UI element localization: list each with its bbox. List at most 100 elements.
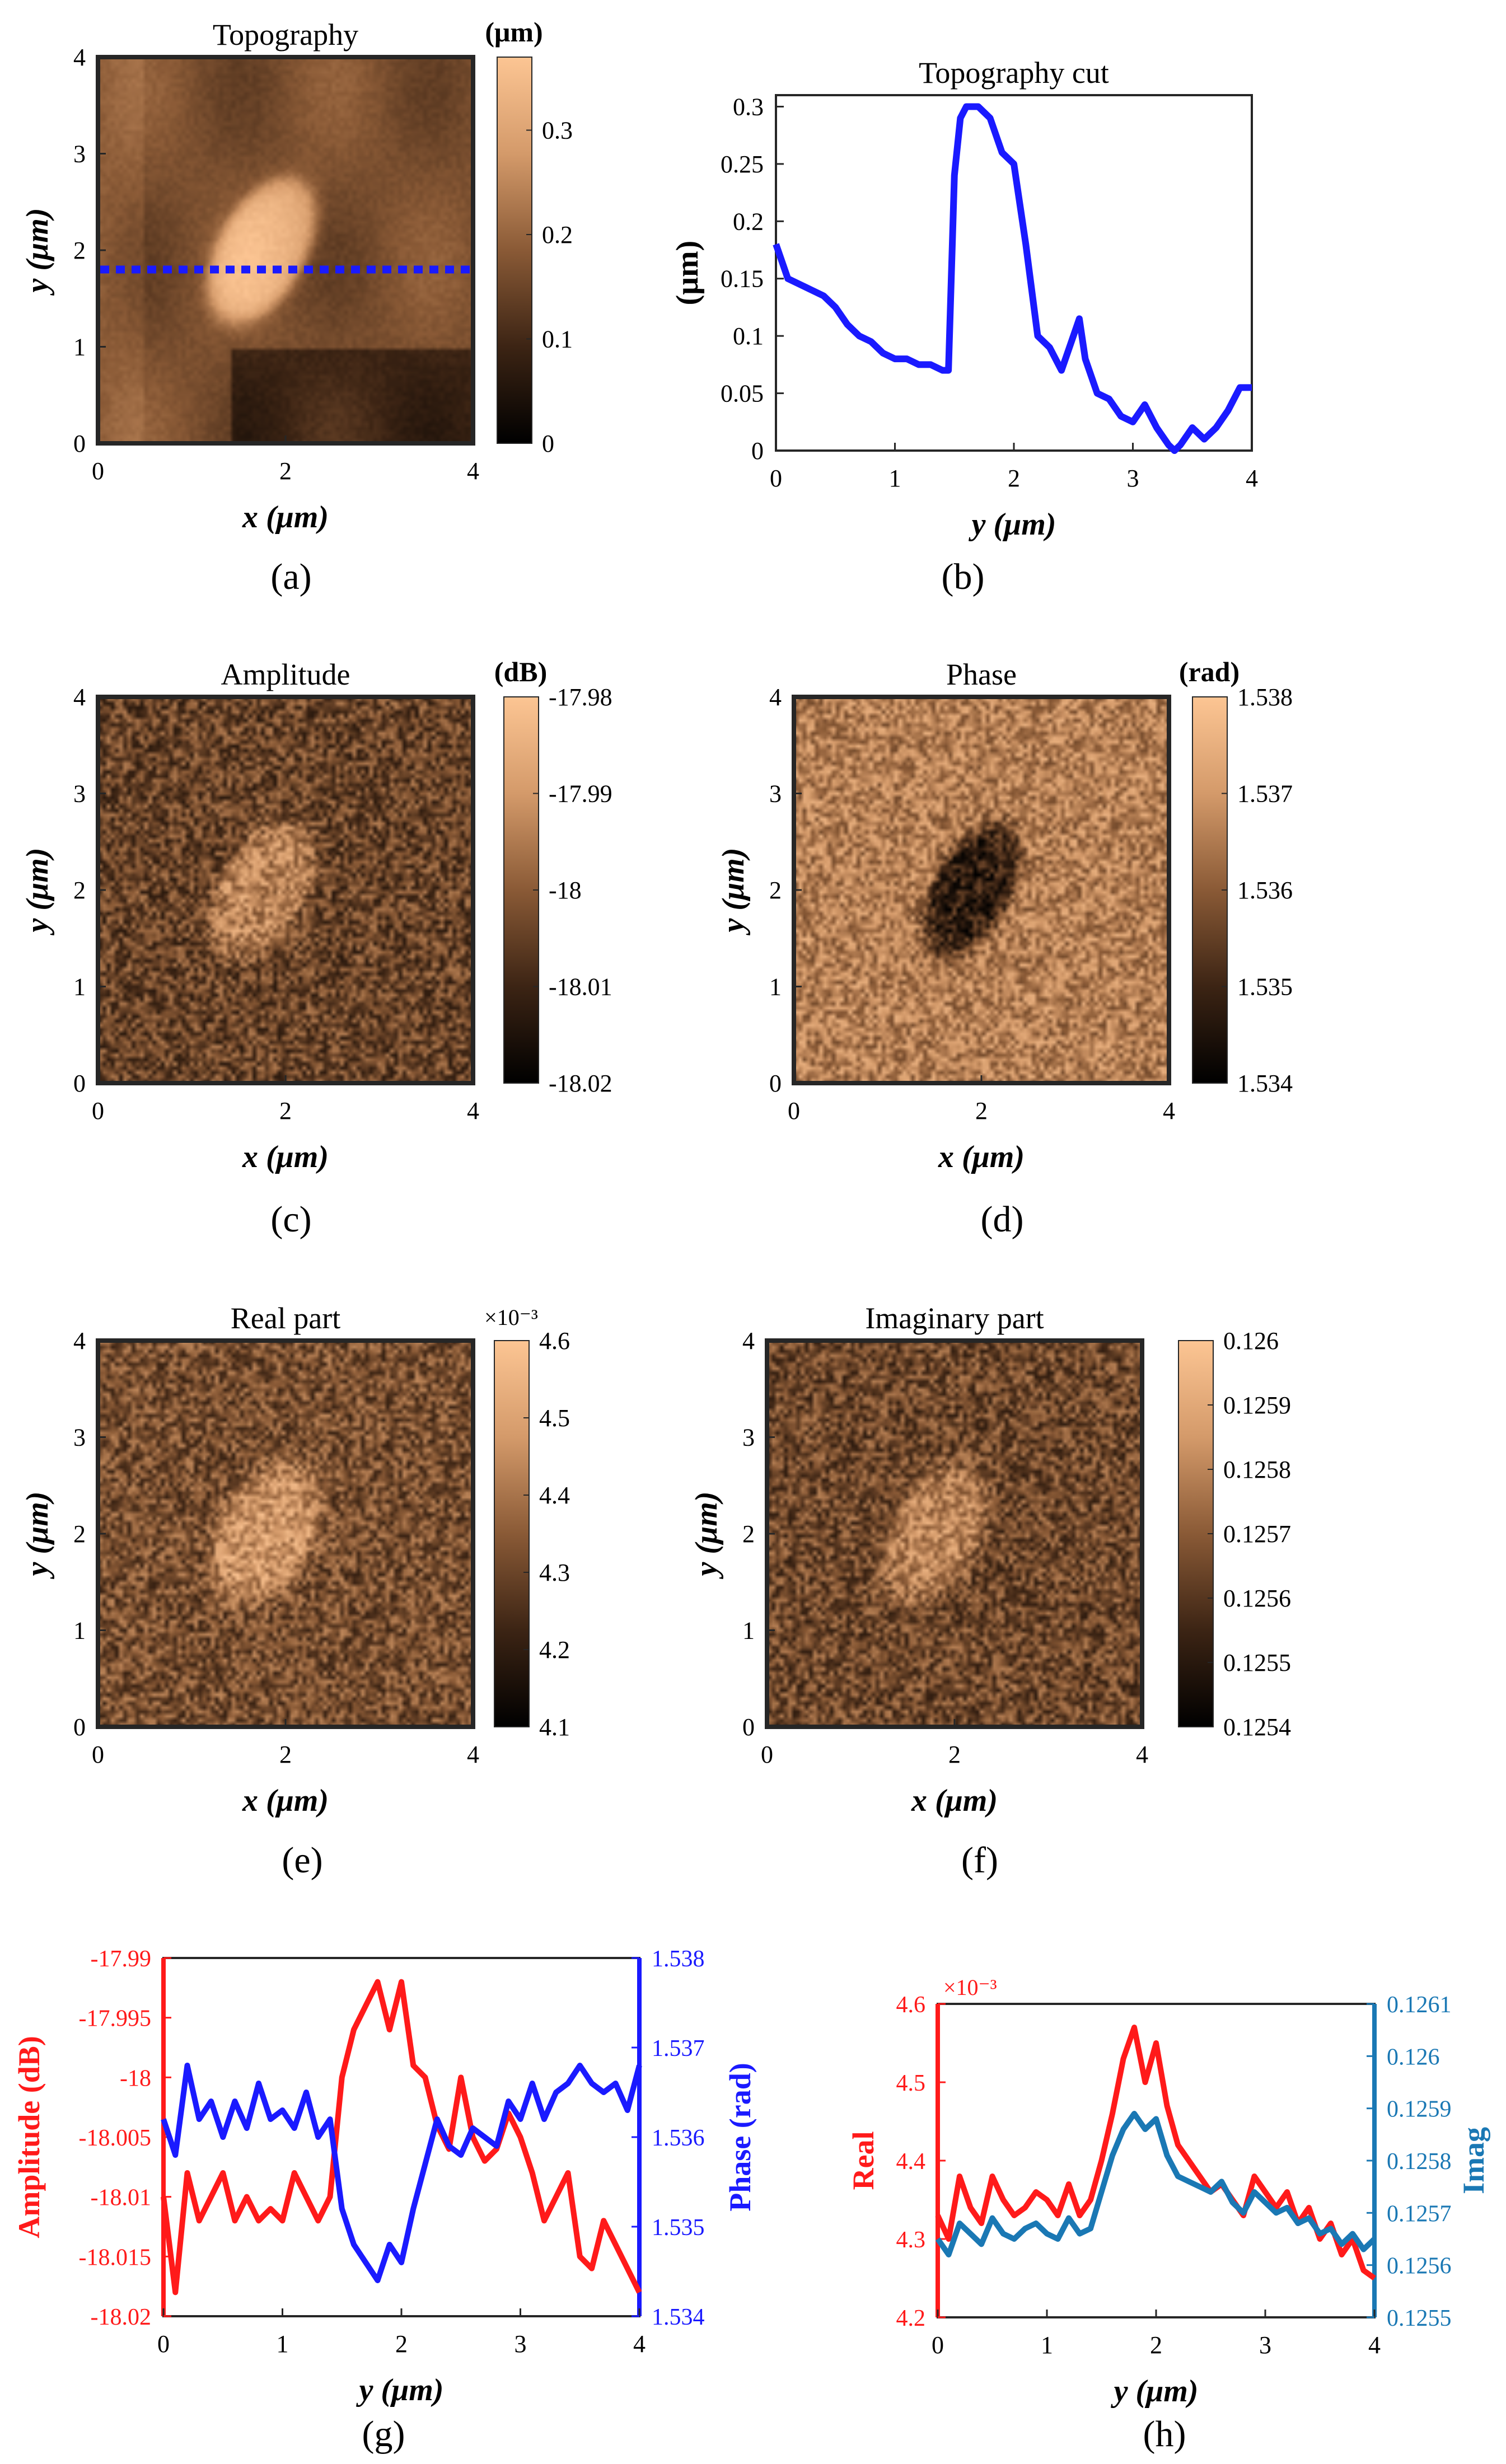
heatmap-image <box>767 1341 1142 1727</box>
colorbar-tick-label: -18 <box>549 877 582 904</box>
x-tick-label: 0 <box>788 1097 800 1125</box>
series-line <box>935 2111 1377 2257</box>
x-tick-label: 1 <box>889 465 901 492</box>
panel-h: 0 1 2 3 4 y (μm) 4.2 4.3 4.4 4.5 4.6 0.1255 0.1256 0.… <box>846 1975 1490 2409</box>
panel-letter: (a) <box>270 556 311 597</box>
y-tick-label: 0 <box>742 1713 755 1741</box>
left-axis-label: Real <box>846 2132 880 2190</box>
panel-e: Real part 0 2 4 0 1 2 3 4 x (μm) y (μm) 4.1 4.2 4.3 4.… <box>20 1301 570 1818</box>
y-tick-label: 0 <box>73 1713 86 1741</box>
x-tick-label: 2 <box>279 1097 292 1125</box>
y-tick-label: 0.15 <box>721 265 764 293</box>
right-tick-label: 1.537 <box>652 2036 705 2062</box>
y-tick-label: 2 <box>769 877 782 904</box>
y-tick-label: 1 <box>73 334 86 361</box>
y-tick-label: 0.2 <box>733 208 764 235</box>
x-tick-label: 2 <box>395 2330 408 2358</box>
right-tick-label: 0.1258 <box>1387 2149 1452 2175</box>
y-tick-label: 4 <box>73 683 86 711</box>
right-tick-label: 1.536 <box>652 2125 705 2151</box>
panel-letter: (c) <box>270 1199 311 1240</box>
left-axis-exponent: ×10⁻³ <box>943 1975 997 2000</box>
panel-a: Topography 0 2 4 0 1 2 3 4 x (μm) y (μm) 0 0.1 0.2 0.3… <box>20 16 573 535</box>
x-tick-label: 0 <box>92 457 104 485</box>
y-tick-label: 3 <box>73 780 86 808</box>
colorbar-tick-label: 0.1257 <box>1223 1520 1291 1548</box>
y-tick-label: 0.05 <box>721 380 764 407</box>
colorbar-tick-label: -18.01 <box>549 973 612 1001</box>
panel-letter: (g) <box>362 2414 405 2454</box>
x-tick-label: 4 <box>1163 1097 1175 1125</box>
y-tick-label: 4 <box>769 683 782 711</box>
heatmap-image <box>794 697 1169 1083</box>
y-tick-label: 1 <box>769 973 782 1001</box>
x-tick-label: 0 <box>92 1097 104 1125</box>
x-tick-label: 3 <box>1127 465 1139 492</box>
x-axis-label: x (μm) <box>242 1140 329 1174</box>
left-axis-label: Amplitude (dB) <box>12 2036 46 2238</box>
y-tick-label: 0.25 <box>721 151 764 178</box>
series-line <box>773 103 1252 454</box>
x-tick-label: 4 <box>1246 465 1258 492</box>
y-tick-label: 3 <box>73 1424 86 1451</box>
colorbar-unit: (dB) <box>494 656 547 687</box>
colorbar-tick-label: -17.98 <box>549 683 612 711</box>
colorbar-tick-label: 0.126 <box>1223 1327 1279 1355</box>
x-tick-label: 0 <box>157 2330 170 2358</box>
y-tick-label: 0 <box>769 1070 782 1097</box>
panel-title: Imaginary part <box>865 1301 1044 1335</box>
panel-letter: (h) <box>1143 2414 1186 2454</box>
right-tick-label: 0.1256 <box>1387 2254 1452 2279</box>
y-tick-label: 0 <box>751 437 764 465</box>
colorbar-tick-label: 4.3 <box>539 1559 570 1586</box>
x-tick-label: 4 <box>467 457 479 485</box>
panel-letter: (e) <box>282 1840 322 1881</box>
y-tick-label: 0.3 <box>733 93 764 120</box>
y-axis-label: y (μm) <box>20 848 55 936</box>
heatmap-image <box>98 57 473 443</box>
panel-f: Imaginary part 0 2 4 0 1 2 3 4 x (μm) y (μm) 0.1254… <box>689 1301 1291 1818</box>
y-tick-label: 2 <box>73 1520 86 1548</box>
panel-title: Phase <box>946 658 1017 691</box>
panel-letter: (b) <box>942 556 985 597</box>
left-tick-label: 4.3 <box>896 2227 926 2253</box>
colorbar-tick-label: 4.2 <box>539 1636 570 1664</box>
right-tick-label: 1.534 <box>652 2304 705 2330</box>
colorbar-tick-label: 1.535 <box>1237 973 1293 1001</box>
colorbar-tick-label: 4.4 <box>539 1482 570 1509</box>
x-tick-label: 2 <box>1150 2331 1162 2359</box>
panel-letter: (d) <box>981 1199 1024 1240</box>
colorbar-tick-label: -18.02 <box>549 1070 612 1097</box>
series-line <box>935 2025 1376 2281</box>
y-tick-label: 2 <box>73 237 86 264</box>
colorbar-tick-label: -17.99 <box>549 780 612 808</box>
y-tick-label: 2 <box>73 877 86 904</box>
y-tick-label: 0 <box>73 1070 86 1097</box>
y-tick-label: 3 <box>73 140 86 168</box>
colorbar <box>497 57 532 444</box>
x-tick-label: 2 <box>975 1097 988 1125</box>
y-tick-label: 0.1 <box>733 322 764 350</box>
y-tick-label: 0 <box>73 430 86 457</box>
panel-title: Real part <box>231 1301 340 1335</box>
right-tick-label: 0.126 <box>1387 2044 1440 2070</box>
y-tick-label: 3 <box>769 780 782 808</box>
colorbar-tick-label: 0.1258 <box>1223 1456 1291 1483</box>
x-axis-label: x (μm) <box>911 1783 998 1818</box>
right-axis-label: Phase (rad) <box>723 2063 757 2211</box>
x-tick-label: 0 <box>92 1741 104 1768</box>
x-axis-label: x (μm) <box>242 1783 329 1818</box>
x-tick-label: 4 <box>467 1741 479 1768</box>
colorbar-tick-label: 4.6 <box>539 1327 570 1355</box>
colorbar-tick-label: 0.1 <box>542 326 573 353</box>
y-axis-label: y (μm) <box>716 848 751 936</box>
panel-d: Phase 0 2 4 0 1 2 3 4 x (μm) y (μm) 1.534 1.535 1.536… <box>716 656 1293 1174</box>
left-tick-label: -18.015 <box>79 2245 152 2270</box>
panel-letter: (f) <box>961 1840 998 1881</box>
colorbar-tick-label: 0.1256 <box>1223 1585 1291 1612</box>
colorbar-tick-label: 0 <box>542 430 554 457</box>
x-tick-label: 1 <box>1041 2331 1053 2359</box>
left-tick-label: 4.2 <box>896 2306 926 2331</box>
left-tick-label: -18 <box>120 2065 151 2091</box>
colorbar-tick-label: 0.3 <box>542 117 573 144</box>
